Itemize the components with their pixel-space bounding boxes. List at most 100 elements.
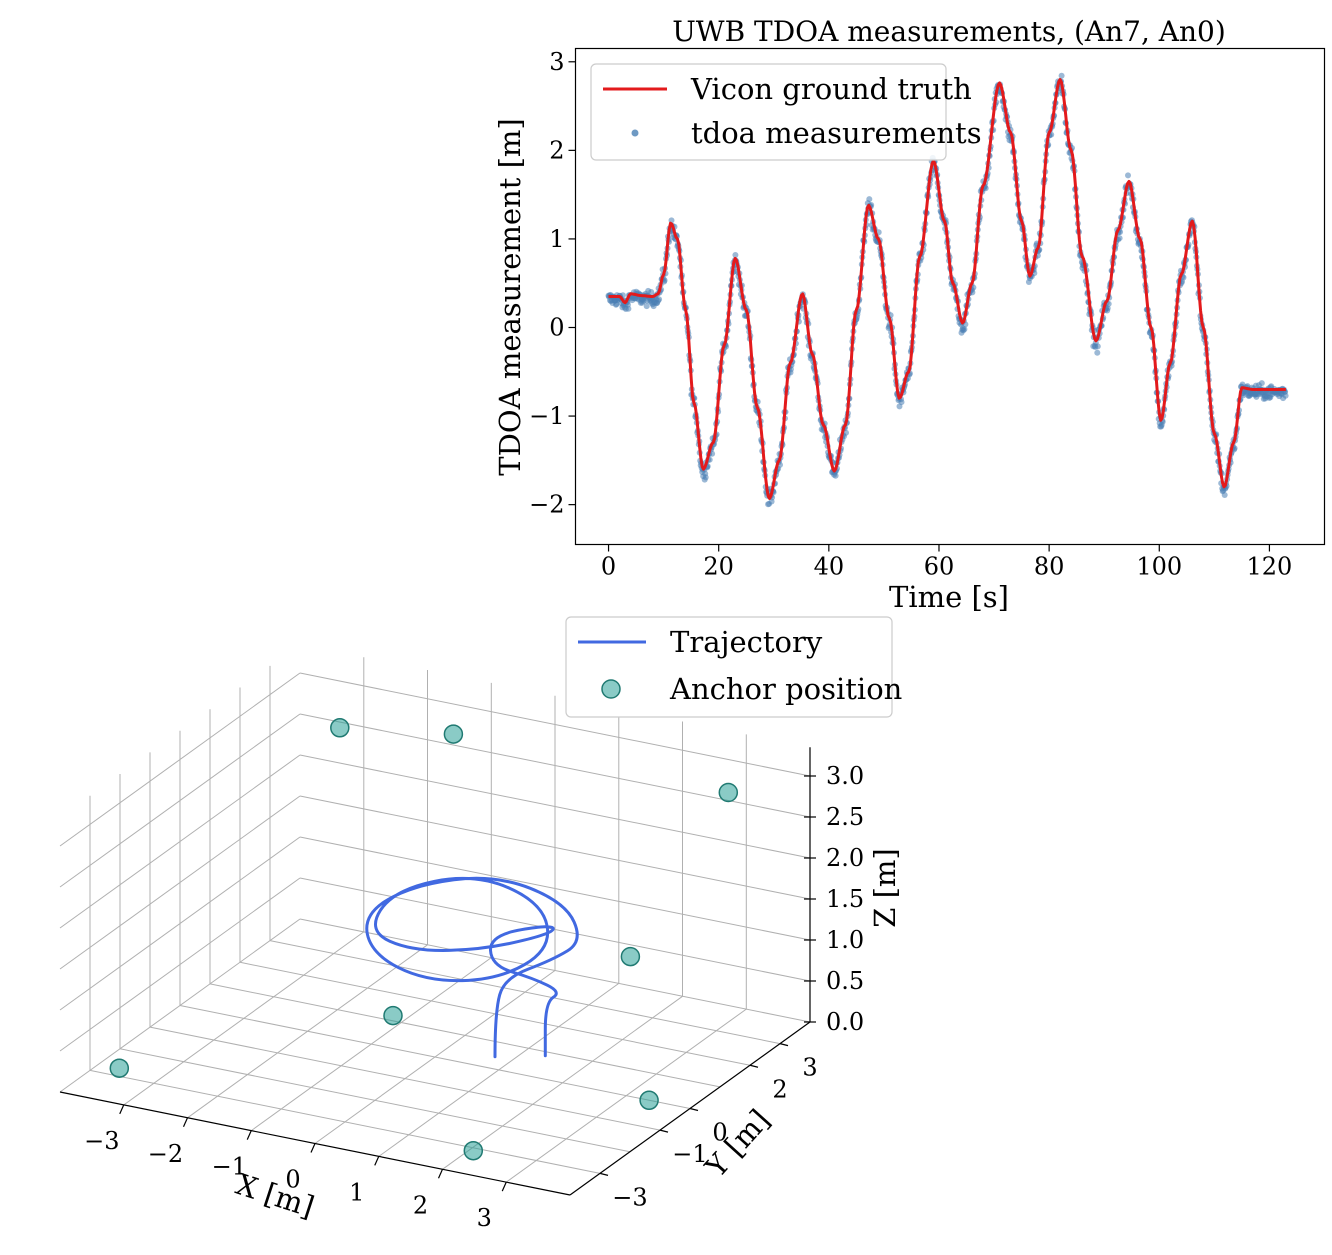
axis-line [659, 1129, 669, 1133]
grid-line [299, 918, 811, 1023]
axis-tick-label: −3 [612, 1183, 647, 1211]
legend-swatch-tdoa [631, 129, 639, 137]
grid-line [59, 918, 301, 1093]
anchor-markers [109, 718, 739, 1161]
tdoa-point [1125, 172, 1131, 179]
tdoa-x-tick-label: 80 [1034, 553, 1065, 581]
grid-line [59, 754, 301, 929]
tdoa-y-tick-label: 2 [549, 136, 564, 164]
tdoa-y-tick-label: −1 [529, 402, 564, 430]
tdoa-legend-box [590, 63, 947, 161]
axis-tick-label: 0 [712, 1119, 727, 1147]
grid-line [59, 672, 301, 847]
tdoa-plot: UWB TDOA measurements, (An7, An0) 0 20 40 6… [493, 15, 1326, 614]
axis-tick-label: 1 [349, 1178, 364, 1206]
grid-line [269, 940, 781, 1045]
grid-line [59, 713, 301, 888]
tdoa-point [832, 472, 839, 479]
tdoa-x-tick-label: 20 [703, 553, 734, 581]
legend-label-ground-truth: Vicon ground truth [690, 72, 972, 106]
grid-line [59, 795, 301, 970]
trajectory-line [365, 876, 579, 1059]
axis-tick-label: 2.5 [826, 803, 864, 831]
grid-line [119, 1048, 631, 1153]
tdoa-x-tick-label: 0 [601, 553, 616, 581]
axis-tick-label: 0.5 [826, 967, 864, 995]
grid-line [149, 1026, 661, 1131]
tdoa-legend: Vicon ground truth tdoa measurements [590, 63, 982, 161]
axis-line [779, 1043, 789, 1047]
tdoa-x-tick-label: 60 [924, 553, 955, 581]
tdoa-y-tick-label: 1 [549, 225, 564, 253]
anchor-marker [718, 782, 739, 803]
axis-line [437, 1169, 444, 1179]
tdoa-point [648, 289, 655, 295]
tdoa-point [643, 303, 650, 310]
axis-tick-label: 3.0 [826, 762, 864, 790]
anchor-marker [620, 946, 641, 967]
tdoa-point [702, 474, 709, 481]
grid-line [299, 672, 811, 777]
tdoa-y-tick-label: 3 [549, 48, 564, 76]
axis-tick-label: 0 [285, 1166, 300, 1194]
axis-tick-label: −1 [212, 1153, 247, 1181]
tdoa-x-tick-label: 120 [1247, 553, 1293, 581]
axis-line [119, 1104, 125, 1115]
3d-grid [59, 657, 811, 1183]
anchor-marker [443, 724, 464, 744]
tdoa-point [625, 305, 632, 312]
axis-line [182, 1117, 189, 1127]
axis-line [246, 1130, 252, 1140]
grid-line [179, 1005, 691, 1109]
tdoa-point [1094, 343, 1101, 350]
axis-line [749, 1064, 759, 1068]
grid-line [59, 836, 301, 1011]
tdoa-x-tick-label: 40 [814, 553, 845, 581]
tdoa-point [898, 399, 905, 406]
tdoa-x-ticks: 0 20 40 60 80 100 120 [601, 544, 1293, 581]
grid-line [89, 1069, 601, 1174]
tdoa-point [1282, 392, 1289, 399]
3d-x-axis-label: X [m] [232, 1167, 319, 1224]
tdoa-y-tick-label: 0 [549, 314, 564, 342]
tdoa-point [1116, 235, 1123, 242]
axis-tick-label: −3 [84, 1127, 119, 1155]
trajectory-legend: Trajectory Anchor position [565, 616, 902, 718]
axis-line [689, 1107, 699, 1112]
tdoa-y-axis-label: TDOA measurement [m] [493, 118, 527, 475]
axis-tick-label: 2 [772, 1075, 787, 1103]
legend-label-tdoa: tdoa measurements [691, 116, 982, 150]
anchor-marker [109, 1058, 130, 1078]
tdoa-point [1221, 492, 1228, 498]
grid-line [299, 795, 811, 900]
legend-swatch-anchor [601, 679, 621, 699]
grid-line [299, 877, 811, 982]
legend-label-anchor: Anchor position [669, 672, 902, 706]
axis-line [374, 1156, 380, 1166]
axis-tick-label: 1.0 [826, 926, 864, 954]
axis-line [599, 1172, 609, 1176]
axis-tick-label: −1 [672, 1140, 707, 1168]
legend-label-trajectory: Trajectory [670, 625, 823, 659]
tdoa-y-ticks: −2 −1 0 1 2 3 [529, 48, 576, 519]
tdoa-point [732, 252, 739, 258]
anchor-marker [639, 1090, 659, 1111]
axis-tick-label: 3 [802, 1054, 817, 1082]
vicon-ground-truth-line [608, 78, 1287, 500]
tdoa-point [1058, 72, 1065, 79]
axis-line [310, 1143, 316, 1153]
3d-y-axis-label: Y [m] [698, 1103, 776, 1185]
tdoa-y-tick-label: −2 [529, 491, 564, 519]
tdoa-x-axis-label: Time [s] [889, 580, 1009, 614]
axis-tick-label: 1.5 [826, 885, 864, 913]
anchor-marker [383, 1005, 403, 1026]
tdoa-point [1094, 349, 1101, 356]
3d-z-axis-label: Z [m] [868, 848, 902, 928]
tdoa-point [866, 196, 873, 203]
tdoa-point [961, 326, 968, 333]
anchor-marker [330, 718, 350, 738]
axis-tick-label: 2.0 [826, 844, 864, 872]
